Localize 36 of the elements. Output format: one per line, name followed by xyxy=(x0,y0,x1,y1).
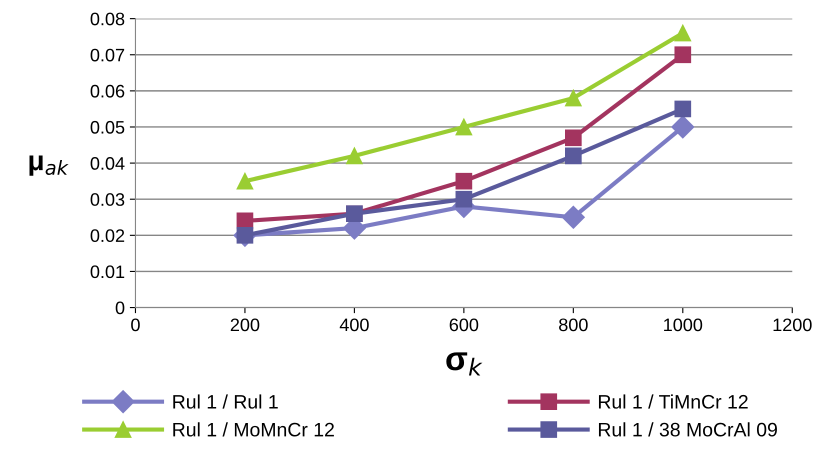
point xyxy=(456,172,472,190)
point xyxy=(236,172,254,190)
x-tick-label: 200 xyxy=(230,318,260,332)
y-tick-label: 0.04 xyxy=(90,157,125,170)
y-axis-title: μ$_{ak}$ xyxy=(30,155,69,176)
point xyxy=(674,100,692,118)
x-tick-label: 600 xyxy=(450,318,478,332)
x-tick-label: 1200 xyxy=(774,318,812,332)
y-tick-label: 0.06 xyxy=(90,84,124,98)
y-tick-label: 0.07 xyxy=(90,48,124,62)
y-tick-label: 0.03 xyxy=(90,193,124,206)
point xyxy=(236,226,254,244)
x-axis-title: σ$_{k}$ xyxy=(446,352,482,376)
point xyxy=(456,190,472,208)
legend-label: Rul 1 / 38 MoCrAl 09 xyxy=(598,422,777,437)
y-tick-label: 0.01 xyxy=(90,265,124,278)
x-tick-label: 0 xyxy=(131,318,140,332)
y-tick-label: 0.02 xyxy=(90,229,124,242)
y-tick-label: 0.08 xyxy=(90,12,124,26)
x-tick-label: 400 xyxy=(340,318,369,332)
point xyxy=(565,148,582,164)
y-tick-label: 0 xyxy=(116,301,124,314)
legend-label: Rul 1 / TiMnCr 12 xyxy=(598,394,748,409)
point xyxy=(456,118,472,136)
point xyxy=(565,129,582,146)
point xyxy=(562,206,585,229)
point xyxy=(565,90,582,106)
point xyxy=(671,115,694,138)
legend-label: Rul 1 / MoMnCr 12 xyxy=(173,422,334,437)
point xyxy=(674,24,692,42)
y-tick-label: 0.05 xyxy=(90,120,124,134)
point xyxy=(674,46,692,64)
x-tick-label: 1000 xyxy=(664,318,702,332)
point xyxy=(346,148,363,164)
x-tick-label: 800 xyxy=(559,318,588,332)
legend-label: Rul 1 / Rul 1 xyxy=(173,394,278,409)
